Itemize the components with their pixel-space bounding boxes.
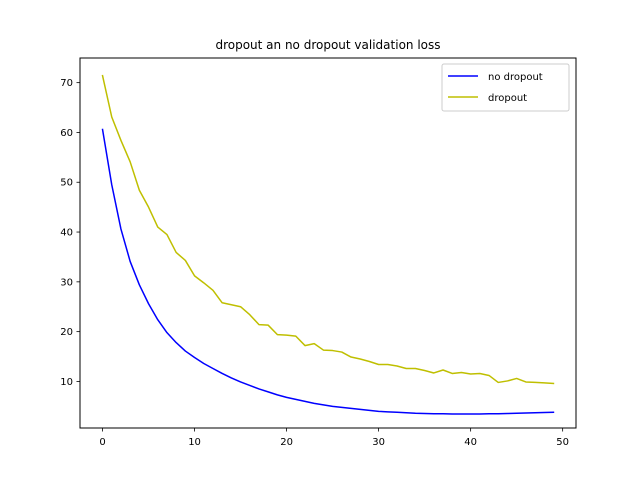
chart-title: dropout an no dropout validation loss: [215, 38, 440, 52]
y-tick-label: 40: [60, 228, 73, 239]
x-axis: 0 10 20 30 40 50: [99, 428, 569, 448]
series-line-no-dropout: [101, 128, 555, 415]
legend-label-no-dropout: no dropout: [488, 72, 543, 83]
x-tick-label: 50: [556, 437, 569, 448]
series-line-dropout: [101, 74, 555, 385]
y-tick-label: 50: [60, 178, 73, 189]
y-tick-label: 60: [60, 128, 73, 139]
y-tick-label: 10: [60, 377, 73, 388]
y-tick-label: 30: [60, 277, 73, 288]
legend-label-dropout: dropout: [488, 93, 527, 104]
x-tick-label: 10: [188, 437, 201, 448]
legend: no dropout dropout: [441, 63, 570, 112]
x-tick-label: 40: [464, 437, 477, 448]
y-tick-label: 20: [60, 327, 73, 338]
plot-frame: [79, 57, 577, 429]
y-tick-label: 70: [60, 78, 73, 89]
x-tick-label: 20: [280, 437, 293, 448]
series-layer: [101, 74, 555, 415]
x-tick-label: 30: [372, 437, 385, 448]
x-tick-label: 0: [99, 437, 105, 448]
y-axis: 10 20 30 40 50 60 70: [60, 78, 80, 388]
